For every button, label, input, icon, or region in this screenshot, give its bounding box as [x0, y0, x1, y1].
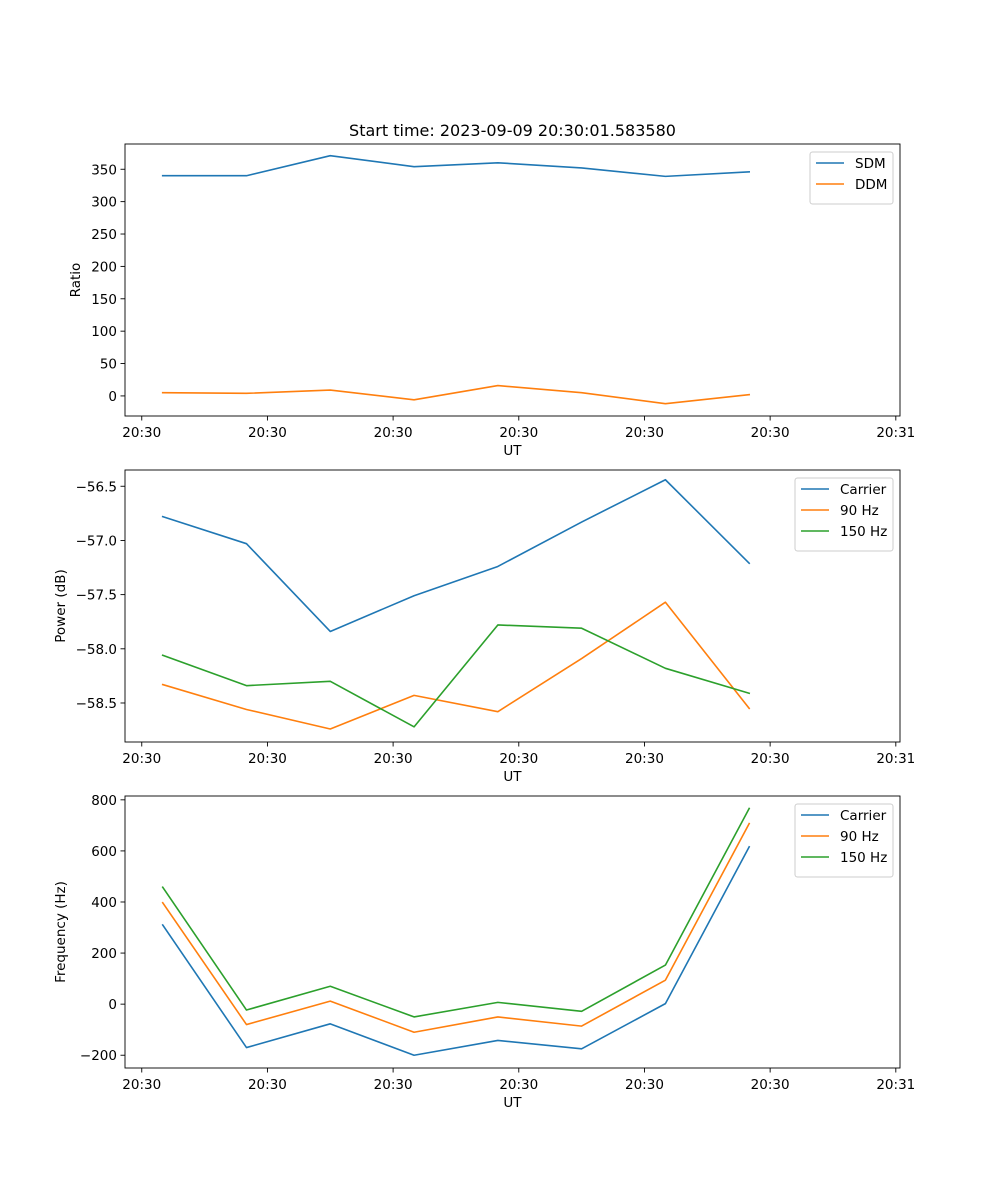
y-tick-label: 50: [100, 357, 117, 373]
legend-label: 150 Hz: [840, 524, 887, 540]
x-tick-label: 20:30: [248, 751, 287, 767]
legend: Carrier 90 Hz 150 Hz: [794, 803, 894, 878]
legend-label: 90 Hz: [840, 829, 879, 845]
series-line-90-hz: [161, 601, 751, 730]
y-tick-label: −58.5: [76, 696, 117, 712]
x-axis-label: UT: [503, 769, 522, 785]
y-tick-label: 0: [108, 997, 117, 1013]
x-tick-label: 20:30: [374, 425, 413, 441]
y-tick-label: 300: [91, 195, 117, 211]
legend-label: DDM: [855, 177, 887, 193]
axes-frame: [124, 143, 901, 417]
y-tick-label: 0: [108, 389, 117, 405]
y-tick-label: −57.5: [76, 588, 117, 604]
legend-label: 90 Hz: [840, 503, 879, 519]
x-axis-label: UT: [503, 443, 522, 459]
x-tick-label: 20:30: [122, 425, 161, 441]
y-tick-label: 400: [91, 895, 117, 911]
y-tick-label: 350: [91, 162, 117, 178]
x-tick-label: 20:30: [374, 751, 413, 767]
x-tick-label: 20:30: [751, 751, 790, 767]
chart-panel-2: 20:30 20:30 20:30 20:30 20:30 20:30 20:31 −58.5…: [53, 469, 915, 785]
legend-label: Carrier: [840, 482, 887, 498]
y-tick-label: 250: [91, 227, 117, 243]
y-tick-label: −56.5: [76, 479, 117, 495]
series-line-carrier: [161, 845, 751, 1057]
x-tick-label: 20:31: [876, 1077, 915, 1093]
x-tick-label: 20:30: [499, 425, 538, 441]
series-line-150-hz: [161, 807, 751, 1018]
y-tick-label: 600: [91, 844, 117, 860]
series-line-sdm: [161, 154, 751, 178]
x-tick-label: 20:30: [122, 1077, 161, 1093]
x-tick-label: 20:30: [751, 1077, 790, 1093]
x-tick-label: 20:30: [625, 751, 664, 767]
chart-panel-3: 20:30 20:30 20:30 20:30 20:30 20:30 20:31 −200 0…: [53, 793, 915, 1111]
chart-panel-1: 20:30 20:30 20:30 20:30 20:30 20:30 20:31 0 50 10…: [68, 143, 915, 459]
legend: Carrier 90 Hz 150 Hz: [794, 477, 894, 552]
y-tick-label: 800: [91, 793, 117, 809]
legend-box: [809, 151, 894, 205]
legend-label: SDM: [855, 156, 886, 172]
y-tick-label: −200: [80, 1048, 117, 1064]
chart-title: Start time: 2023-09-09 20:30:01.583580: [349, 121, 676, 140]
axes-frame: [124, 469, 901, 743]
series-line-carrier: [161, 478, 751, 633]
x-tick-label: 20:30: [625, 1077, 664, 1093]
x-tick-label: 20:30: [248, 1077, 287, 1093]
legend-box: [794, 477, 894, 552]
y-tick-label: −58.0: [76, 642, 117, 658]
legend-box: [794, 803, 894, 878]
axes-frame: [124, 795, 901, 1069]
legend-label: 150 Hz: [840, 850, 887, 866]
x-tick-label: 20:30: [374, 1077, 413, 1093]
y-axis-label: Ratio: [68, 263, 84, 298]
x-tick-label: 20:30: [499, 751, 538, 767]
y-tick-label: 150: [91, 292, 117, 308]
legend: SDM DDM: [809, 151, 894, 205]
y-axis-label: Power (dB): [53, 569, 69, 642]
x-tick-label: 20:31: [876, 751, 915, 767]
y-tick-label: 200: [91, 946, 117, 962]
y-tick-label: −57.0: [76, 533, 117, 549]
series-line-150-hz: [161, 624, 751, 728]
x-tick-label: 20:30: [122, 751, 161, 767]
x-axis-label: UT: [503, 1095, 522, 1111]
series-line-ddm: [161, 384, 751, 405]
x-tick-label: 20:30: [751, 425, 790, 441]
x-tick-label: 20:30: [248, 425, 287, 441]
y-tick-label: 200: [91, 259, 117, 275]
x-tick-label: 20:30: [625, 425, 664, 441]
legend-label: Carrier: [840, 808, 887, 824]
x-tick-label: 20:30: [499, 1077, 538, 1093]
x-tick-label: 20:31: [876, 425, 915, 441]
charts: 20:30 20:30 20:30 20:30 20:30 20:30 20:31 0 50 10…: [53, 143, 915, 1111]
y-axis-label: Frequency (Hz): [53, 881, 69, 983]
y-tick-label: 100: [91, 324, 117, 340]
series-line-90-hz: [161, 822, 751, 1034]
